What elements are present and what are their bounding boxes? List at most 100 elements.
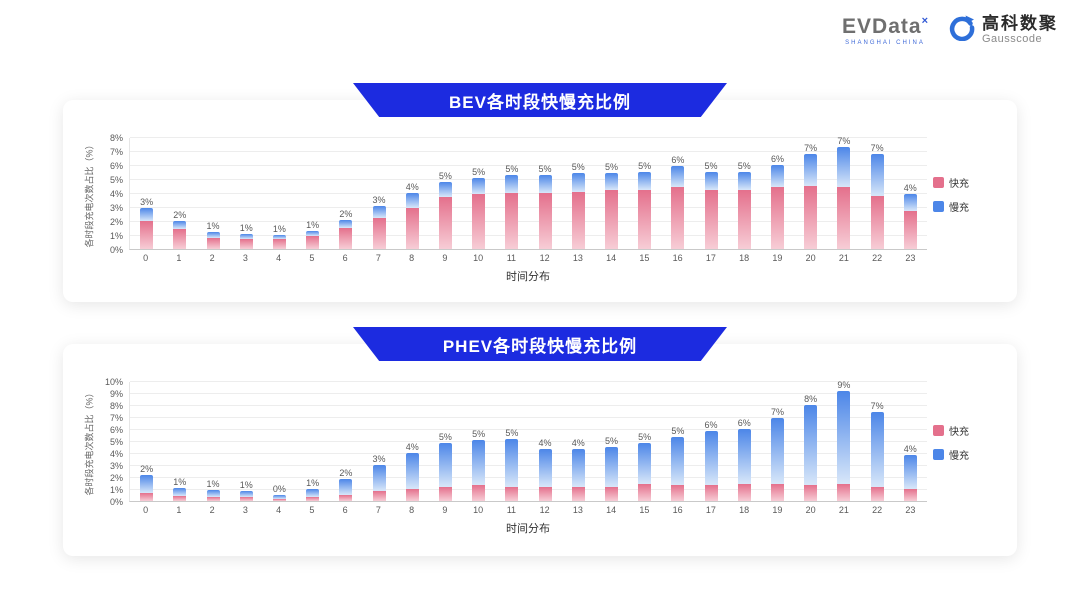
slow-charge-segment[interactable] [770,418,784,485]
fast-charge-segment[interactable] [472,485,486,501]
slow-charge-segment[interactable] [306,489,320,498]
stacked-bar-hour-1[interactable]: 2% [163,138,196,249]
fast-charge-segment[interactable] [239,497,253,501]
slow-charge-segment[interactable] [770,165,784,188]
slow-charge-segment[interactable] [804,405,818,486]
slow-charge-segment[interactable] [804,153,818,186]
stacked-bar-hour-11[interactable]: 5% [495,138,528,249]
stacked-bar-hour-20[interactable]: 8% [794,382,827,501]
slow-charge-segment[interactable] [671,437,685,486]
slow-charge-segment[interactable] [140,208,154,221]
stacked-bar-hour-6[interactable]: 2% [329,138,362,249]
fast-charge-segment[interactable] [638,484,652,501]
slow-charge-segment[interactable] [372,465,386,492]
stacked-bar-hour-19[interactable]: 6% [761,138,794,249]
slow-charge-segment[interactable] [239,491,253,498]
stacked-bar-hour-21[interactable]: 7% [827,136,860,249]
slow-charge-segment[interactable] [837,146,851,188]
fast-charge-segment[interactable] [804,186,818,249]
stacked-bar-hour-18[interactable]: 6% [728,382,761,501]
stacked-bar-hour-10[interactable]: 5% [462,382,495,501]
slow-charge-segment[interactable] [604,447,618,487]
slow-charge-segment[interactable] [173,487,187,497]
slow-charge-segment[interactable] [372,205,386,219]
stacked-bar-hour-13[interactable]: 4% [562,382,595,501]
stacked-bar-hour-7[interactable]: 3% [362,138,395,249]
fast-charge-segment[interactable] [671,187,685,249]
fast-charge-segment[interactable] [571,191,585,249]
legend-item-fast[interactable]: 快充 [933,423,999,438]
fast-charge-segment[interactable] [903,489,917,501]
stacked-bar-hour-21[interactable]: 9% [827,380,860,501]
slow-charge-segment[interactable] [604,173,618,191]
fast-charge-segment[interactable] [505,193,519,249]
stacked-bar-hour-5[interactable]: 1% [296,138,329,249]
legend-item-fast[interactable]: 快充 [933,175,999,190]
slow-charge-segment[interactable] [870,412,884,487]
stacked-bar-hour-3[interactable]: 1% [230,138,263,249]
stacked-bar-hour-13[interactable]: 5% [562,138,595,249]
fast-charge-segment[interactable] [770,484,784,501]
fast-charge-segment[interactable] [571,486,585,501]
slow-charge-segment[interactable] [704,431,718,486]
slow-charge-segment[interactable] [903,194,917,212]
stacked-bar-hour-4[interactable]: 0% [263,382,296,501]
fast-charge-segment[interactable] [438,486,452,501]
fast-charge-segment[interactable] [372,218,386,249]
fast-charge-segment[interactable] [472,194,486,249]
fast-charge-segment[interactable] [671,485,685,501]
fast-charge-segment[interactable] [870,195,884,249]
slow-charge-segment[interactable] [206,232,220,238]
slow-charge-segment[interactable] [505,174,519,193]
stacked-bar-hour-2[interactable]: 1% [196,382,229,501]
fast-charge-segment[interactable] [837,484,851,501]
stacked-bar-hour-3[interactable]: 1% [230,382,263,501]
fast-charge-segment[interactable] [870,486,884,501]
fast-charge-segment[interactable] [173,229,187,249]
fast-charge-segment[interactable] [272,498,286,501]
fast-charge-segment[interactable] [837,187,851,249]
stacked-bar-hour-8[interactable]: 4% [396,382,429,501]
slow-charge-segment[interactable] [704,172,718,191]
fast-charge-segment[interactable] [737,484,751,501]
fast-charge-segment[interactable] [372,491,386,501]
stacked-bar-hour-5[interactable]: 1% [296,382,329,501]
slow-charge-segment[interactable] [737,429,751,485]
slow-charge-segment[interactable] [306,230,320,237]
slow-charge-segment[interactable] [472,439,486,486]
fast-charge-segment[interactable] [239,239,253,249]
fast-charge-segment[interactable] [604,486,618,501]
fast-charge-segment[interactable] [538,193,552,249]
fast-charge-segment[interactable] [339,228,353,249]
stacked-bar-hour-4[interactable]: 1% [263,138,296,249]
slow-charge-segment[interactable] [472,177,486,195]
stacked-bar-hour-16[interactable]: 6% [661,138,694,249]
stacked-bar-hour-22[interactable]: 7% [860,382,893,501]
slow-charge-segment[interactable] [173,221,187,230]
slow-charge-segment[interactable] [737,172,751,191]
stacked-bar-hour-10[interactable]: 5% [462,138,495,249]
slow-charge-segment[interactable] [438,181,452,198]
slow-charge-segment[interactable] [239,233,253,240]
fast-charge-segment[interactable] [405,489,419,501]
fast-charge-segment[interactable] [206,237,220,249]
fast-charge-segment[interactable] [306,497,320,501]
fast-charge-segment[interactable] [704,190,718,249]
stacked-bar-hour-6[interactable]: 2% [329,382,362,501]
stacked-bar-hour-18[interactable]: 5% [728,138,761,249]
slow-charge-segment[interactable] [571,449,585,487]
slow-charge-segment[interactable] [571,173,585,192]
slow-charge-segment[interactable] [272,495,286,499]
fast-charge-segment[interactable] [538,486,552,501]
fast-charge-segment[interactable] [638,190,652,249]
stacked-bar-hour-19[interactable]: 7% [761,382,794,501]
fast-charge-segment[interactable] [704,485,718,501]
slow-charge-segment[interactable] [405,193,419,209]
stacked-bar-hour-20[interactable]: 7% [794,138,827,249]
slow-charge-segment[interactable] [538,174,552,193]
slow-charge-segment[interactable] [870,153,884,196]
slow-charge-segment[interactable] [206,490,220,498]
stacked-bar-hour-12[interactable]: 5% [528,138,561,249]
stacked-bar-hour-17[interactable]: 5% [694,138,727,249]
slow-charge-segment[interactable] [405,453,419,489]
